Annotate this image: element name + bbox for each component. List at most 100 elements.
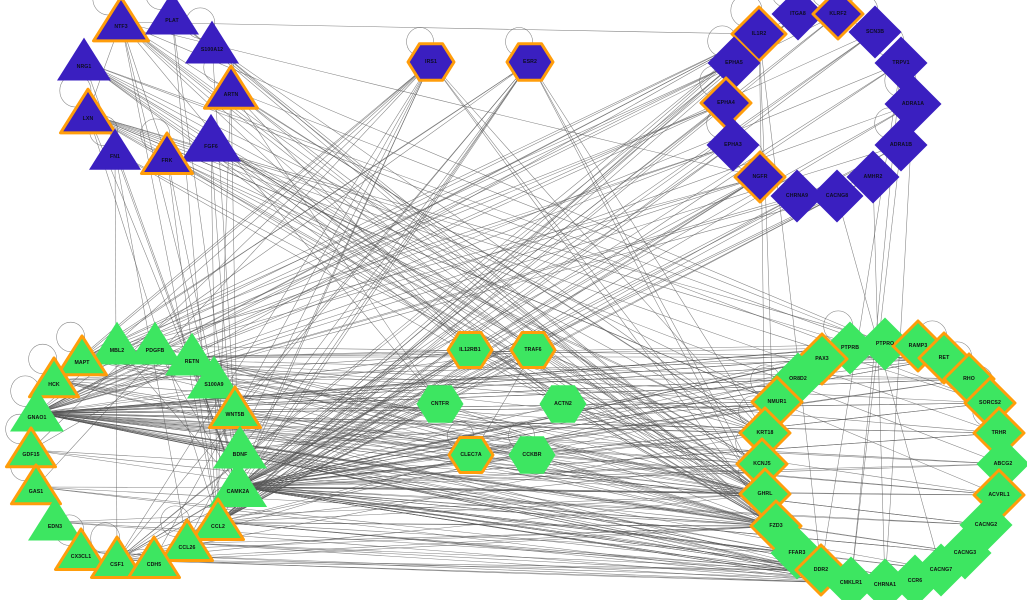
node-shape-hexagon[interactable] [416, 385, 464, 423]
node-shape-diamond[interactable] [874, 36, 928, 90]
node-shape-triangle[interactable] [185, 20, 239, 64]
node-shape-diamond[interactable] [874, 118, 928, 172]
node-trpv1[interactable] [873, 35, 929, 91]
node-cckbr[interactable] [507, 430, 557, 480]
node-ngfr[interactable] [732, 149, 788, 205]
node-s100a12[interactable] [184, 17, 240, 73]
node-shape-diamond[interactable] [706, 118, 760, 172]
node-nrg1[interactable] [56, 34, 112, 90]
node-adra1a[interactable] [883, 74, 943, 134]
node-shape-diamond[interactable] [810, 169, 864, 223]
node-shape-triangle[interactable] [54, 527, 108, 571]
node-gdf15[interactable] [4, 423, 58, 477]
node-shape-diamond[interactable] [707, 36, 761, 90]
node-shape-diamond[interactable] [770, 169, 824, 223]
node-cntfr[interactable] [415, 379, 465, 429]
node-shape-hexagon[interactable] [508, 436, 556, 474]
node-shape-triangle[interactable] [56, 334, 108, 377]
node-shape-triangle[interactable] [28, 497, 82, 541]
node-traf6[interactable] [508, 325, 558, 375]
node-shape-diamond[interactable] [771, 0, 825, 41]
node-retn[interactable] [164, 329, 220, 385]
node-il1r2[interactable] [729, 4, 789, 64]
node-shape-triangle[interactable] [213, 425, 267, 469]
node-esr2[interactable] [504, 36, 556, 88]
node-amhr2[interactable] [845, 149, 901, 205]
node-irs1[interactable] [405, 36, 457, 88]
node-shape-triangle[interactable] [90, 535, 144, 579]
node-fgf6[interactable] [180, 110, 242, 172]
node-shape-triangle[interactable] [165, 332, 219, 376]
node-shape-triangle[interactable] [145, 0, 199, 35]
node-shape-triangle[interactable] [187, 355, 241, 399]
node-ccl2[interactable] [190, 494, 246, 550]
node-actn2[interactable] [538, 379, 588, 429]
node-plat[interactable] [144, 0, 200, 44]
node-shape-triangle[interactable] [160, 518, 214, 562]
node-cdh5[interactable] [126, 532, 182, 588]
node-fn1[interactable] [88, 125, 142, 179]
node-shape-triangle[interactable] [203, 64, 259, 110]
node-epha3[interactable] [705, 117, 761, 173]
node-shape-diamond[interactable] [733, 150, 787, 204]
node-s100a9[interactable] [186, 352, 242, 408]
node-shape-diamond[interactable] [846, 150, 900, 204]
node-shape-hexagon[interactable] [447, 436, 495, 474]
node-shape-triangle[interactable] [59, 87, 117, 135]
node-adra1b[interactable] [873, 117, 929, 173]
node-mtn[interactable] [202, 61, 260, 119]
node-shape-diamond[interactable] [858, 317, 912, 371]
node-abcg2[interactable] [975, 436, 1027, 492]
node-shape-triangle[interactable] [10, 388, 64, 432]
node-ccr6[interactable] [887, 553, 943, 600]
node-shape-triangle[interactable] [90, 321, 144, 365]
node-pdgfb[interactable] [127, 318, 183, 374]
node-shape-hexagon[interactable] [406, 42, 456, 82]
node-shape-triangle[interactable] [128, 321, 182, 365]
node-edn3[interactable] [27, 494, 83, 550]
node-camk2a[interactable] [208, 457, 268, 517]
node-lxn[interactable] [58, 84, 118, 144]
node-shape-triangle[interactable] [5, 426, 57, 469]
node-shape-diamond[interactable] [884, 75, 942, 133]
node-il12rb1[interactable] [445, 325, 495, 375]
node-bdnf[interactable] [212, 422, 268, 478]
node-shape-triangle[interactable] [208, 385, 262, 429]
node-scn3b[interactable] [847, 4, 903, 60]
node-csf1[interactable] [89, 532, 145, 588]
node-shape-diamond[interactable] [848, 5, 902, 59]
node-mtp2[interactable] [91, 0, 151, 52]
node-wnt5b[interactable] [207, 382, 263, 438]
node-klrf2[interactable] [810, 0, 866, 42]
node-epha5[interactable] [706, 35, 762, 91]
node-shape-triangle[interactable] [140, 131, 194, 175]
node-chrna9[interactable] [769, 168, 825, 224]
node-shape-triangle[interactable] [57, 37, 111, 81]
node-frk[interactable] [139, 128, 195, 184]
node-shape-hexagon[interactable] [446, 331, 494, 369]
node-shape-triangle[interactable] [208, 460, 268, 507]
node-ccl26[interactable] [159, 515, 215, 571]
node-shape-triangle[interactable] [191, 497, 245, 541]
node-hck[interactable] [27, 353, 81, 407]
node-shape-hexagon[interactable] [539, 385, 587, 423]
node-clec7a[interactable] [446, 430, 496, 480]
node-shape-triangle[interactable] [127, 535, 181, 579]
node-mbl2[interactable] [89, 318, 145, 374]
node-shape-triangle[interactable] [28, 356, 80, 399]
node-shape-diamond[interactable] [811, 0, 865, 41]
node-shape-triangle[interactable] [10, 463, 62, 506]
node-gnao1[interactable] [9, 385, 65, 441]
node-mapt[interactable] [55, 331, 109, 385]
node-shape-hexagon[interactable] [505, 42, 555, 82]
node-shape-triangle[interactable] [92, 0, 150, 43]
node-cacng8[interactable] [809, 168, 865, 224]
node-shape-hexagon[interactable] [509, 331, 557, 369]
node-cx3cl1[interactable] [53, 524, 109, 580]
node-shape-diamond[interactable] [888, 554, 942, 600]
node-shape-triangle[interactable] [180, 113, 242, 162]
node-gas1[interactable] [9, 460, 63, 514]
node-shape-triangle[interactable] [89, 128, 141, 170]
node-shape-diamond[interactable] [976, 437, 1027, 491]
